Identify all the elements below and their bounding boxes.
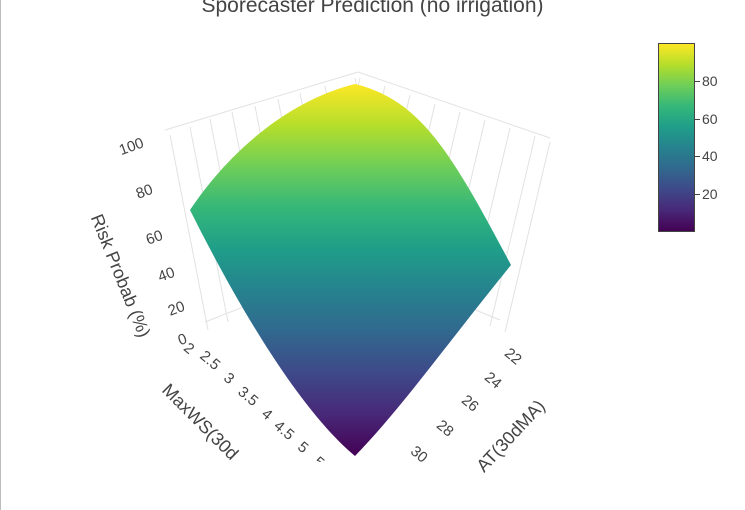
grid-line [169, 134, 209, 331]
y-tick-label: 28 [433, 417, 457, 441]
y-tick-label: 26 [458, 392, 482, 416]
colorbar-tick-label: 20 [702, 186, 718, 203]
colorbar-tick [695, 194, 700, 196]
grid-line [489, 135, 536, 327]
colorbar-tick [695, 80, 700, 82]
colorbar-tick-label: 40 [702, 148, 718, 165]
colorbar-tick-label: 60 [702, 110, 718, 127]
x-tick-label: 4.5 [270, 417, 297, 443]
bottom-crop-mask [230, 462, 470, 510]
colorbar-tick-label: 80 [702, 72, 718, 89]
colorbar-tick [695, 156, 700, 158]
x-tick-label: 4 [258, 405, 275, 423]
y-axis-title: AT(30dMA) [472, 396, 548, 476]
y-tick-label: 22 [501, 345, 525, 369]
surface-layer [190, 84, 511, 456]
z-tick-label: 60 [144, 227, 165, 249]
x-tick-label: 3.5 [234, 383, 261, 409]
chart-title: Sporecaster Prediction (no irrigation) [201, 0, 544, 17]
colorbar-gradient [658, 43, 695, 232]
z-tick-label: 20 [166, 298, 187, 320]
y-tick-label: 24 [481, 369, 505, 393]
z-tick-label: 80 [134, 181, 155, 203]
z-tick-label: 40 [156, 264, 177, 286]
x-tick-label: 3 [220, 369, 237, 387]
x-tick-label: 5 [294, 438, 311, 456]
colorbar-tick [695, 118, 700, 120]
grid-line [504, 141, 551, 333]
grid-back-edge [164, 71, 551, 139]
risk-surface[interactable] [190, 84, 511, 456]
x-tick-label: 2.5 [196, 347, 223, 373]
colorbar: 20 40 60 80 [658, 43, 738, 235]
x-axis-title: MaxWS(30d [158, 380, 242, 464]
z-axis-title: Risk Probab (%) [87, 211, 155, 340]
z-tick-label: 100 [117, 135, 146, 160]
